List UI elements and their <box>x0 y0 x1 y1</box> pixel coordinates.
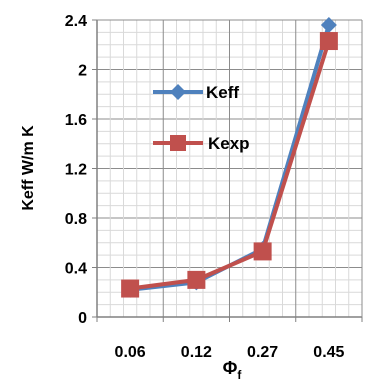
series-line-kexp <box>129 40 331 291</box>
y-tick-label: 0.8 <box>65 211 87 228</box>
legend-label-kexp: Kexp <box>208 134 250 153</box>
y-tick-label: 2.4 <box>65 13 87 30</box>
series <box>121 16 338 298</box>
legend-marker-kexp <box>170 135 186 151</box>
axes <box>92 19 363 322</box>
x-tick-label: 0.27 <box>247 344 278 361</box>
y-axis-title: Keff W/m K <box>20 125 37 211</box>
x-axis-title: Φf <box>223 358 243 380</box>
legend-label-keff: Keff <box>206 83 239 102</box>
data-point-kexp <box>187 270 206 289</box>
y-tick-label: 1.6 <box>65 112 87 129</box>
data-point-keff <box>320 16 337 33</box>
data-point-kexp <box>253 242 272 261</box>
legend-marker-keff <box>170 84 186 100</box>
tick-labels: 0 0.4 0.8 1.2 1.6 2 2.4 0.06 0.12 0.27 0.45 <box>65 13 345 361</box>
x-tick-label: 0.06 <box>115 344 146 361</box>
legend-entry-keff: Keff <box>153 83 239 102</box>
legend: Keff Kexp <box>153 83 250 153</box>
y-tick-label: 0.4 <box>65 261 87 278</box>
data-point-kexp <box>319 32 338 51</box>
y-tick-label: 0 <box>78 310 87 327</box>
x-axis-title-symbol: Φ <box>223 358 238 378</box>
x-axis-title-subscript: f <box>237 368 242 380</box>
x-tick-label: 0.12 <box>181 344 212 361</box>
x-tick-label: 0.45 <box>313 344 344 361</box>
y-tick-label: 2 <box>78 63 87 80</box>
legend-entry-kexp: Kexp <box>153 134 250 153</box>
y-tick-label: 1.2 <box>65 162 87 179</box>
data-point-kexp <box>121 279 140 298</box>
